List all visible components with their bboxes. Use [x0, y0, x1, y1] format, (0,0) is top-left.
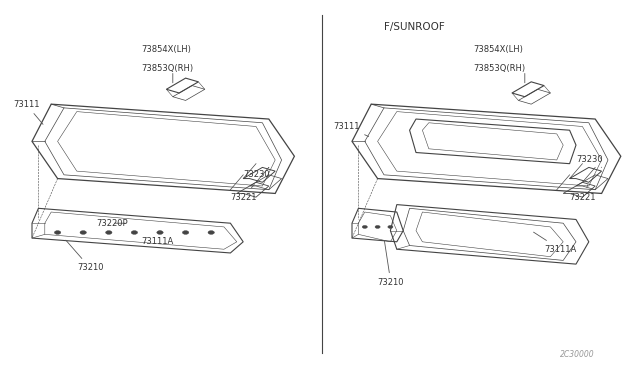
Circle shape: [208, 231, 214, 234]
Text: 73853Q(RH): 73853Q(RH): [474, 64, 525, 73]
Text: 73111A: 73111A: [534, 232, 576, 254]
Text: 73854X(LH): 73854X(LH): [141, 45, 191, 54]
Text: F/SUNROOF: F/SUNROOF: [384, 22, 445, 32]
Circle shape: [54, 231, 61, 234]
Text: 73853Q(RH): 73853Q(RH): [141, 64, 193, 73]
Text: 73220P: 73220P: [96, 219, 127, 228]
Text: 73111: 73111: [13, 100, 43, 124]
Circle shape: [131, 231, 138, 234]
Circle shape: [182, 231, 189, 234]
Text: 73221: 73221: [230, 185, 257, 202]
Text: 73854X(LH): 73854X(LH): [474, 45, 524, 54]
Circle shape: [106, 231, 112, 234]
Circle shape: [80, 231, 86, 234]
Text: 73111: 73111: [333, 122, 369, 137]
Text: 73230: 73230: [243, 167, 270, 179]
Circle shape: [362, 225, 367, 228]
Text: 73210: 73210: [66, 240, 103, 272]
Text: 73221: 73221: [570, 185, 596, 202]
Text: 73210: 73210: [378, 241, 404, 287]
Circle shape: [157, 231, 163, 234]
Circle shape: [375, 225, 380, 228]
Text: 2C30000: 2C30000: [560, 350, 595, 359]
Circle shape: [388, 225, 393, 228]
Text: 73111A: 73111A: [141, 231, 173, 246]
Text: 73230: 73230: [576, 155, 603, 167]
